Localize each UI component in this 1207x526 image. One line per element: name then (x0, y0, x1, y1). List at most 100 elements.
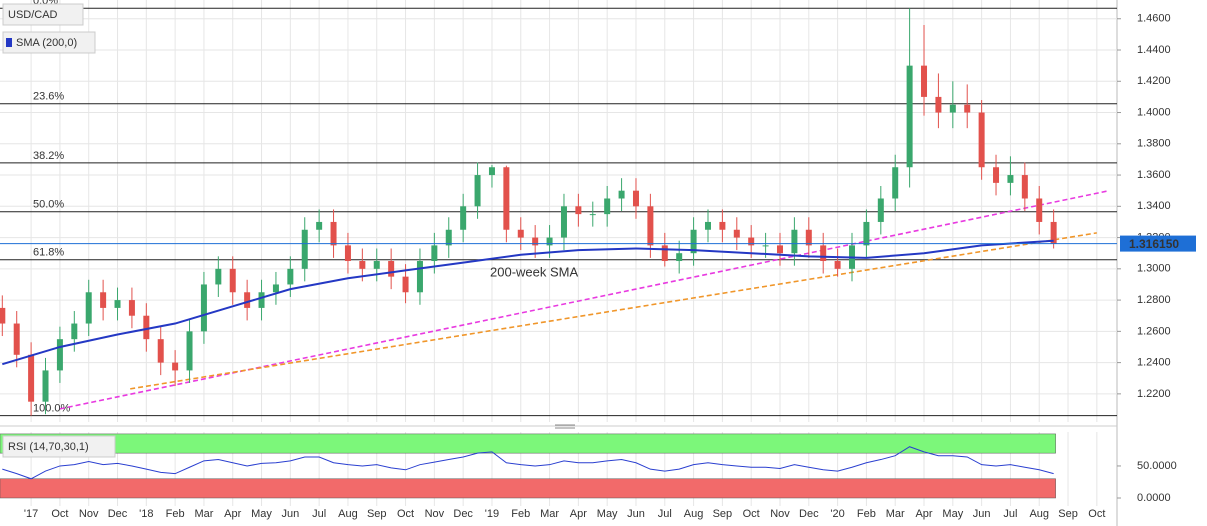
x-tick-label: Oct (1088, 508, 1105, 520)
sma-line (2, 239, 1054, 366)
fib-label: 61.8% (33, 247, 64, 259)
candle-body (877, 198, 884, 222)
x-tick-label: '19 (485, 508, 499, 520)
candle-body (344, 245, 351, 262)
x-tick-label: Feb (166, 508, 185, 520)
candle-body (1007, 175, 1014, 183)
candle-body (921, 65, 928, 97)
candle-body (546, 237, 553, 246)
x-tick-label: Jul (658, 508, 672, 520)
x-tick-label: Feb (857, 508, 876, 520)
candle-body (287, 268, 294, 285)
last-price-box (1120, 235, 1196, 252)
sma-box (2, 31, 96, 54)
candle-body (100, 292, 107, 308)
candle-body (28, 354, 35, 402)
candle-body (560, 206, 567, 238)
x-tick-label: Feb (511, 508, 530, 520)
candle-body (949, 104, 956, 113)
sma-annotation: 200-week SMA (490, 264, 578, 279)
candle-body (863, 221, 870, 246)
x-tick-label: Jun (281, 508, 299, 520)
candle-body (517, 229, 524, 238)
x-tick-label: Sep (1058, 508, 1078, 520)
candle-body (13, 323, 20, 355)
candle-body (416, 261, 423, 293)
candle-body (1050, 221, 1057, 244)
x-tick-label: Dec (108, 508, 128, 520)
candle-body (373, 261, 380, 269)
candle-body (215, 268, 222, 285)
title-box (2, 3, 84, 26)
candle-body (532, 237, 539, 246)
x-tick-label: Oct (743, 508, 760, 520)
candle-body (820, 245, 827, 262)
candle-body (964, 104, 971, 113)
legend-box: USD/CAD SMA (200,0) RSI (14,70,30,1) (2, 3, 116, 458)
candle-body (114, 300, 121, 308)
candle-body (935, 96, 942, 113)
candle-body (618, 190, 625, 199)
candle-body (805, 229, 812, 246)
x-tick-label: Nov (770, 508, 790, 520)
candle-body (0, 307, 6, 324)
candle-body (359, 261, 366, 269)
fib-label: 23.6% (33, 91, 64, 103)
rsi-line (2, 446, 1054, 480)
y-tick-label: 1.4400 (1137, 44, 1171, 56)
candle-body (719, 221, 726, 230)
y-tick-label: 1.2200 (1137, 388, 1171, 400)
candle-body (604, 198, 611, 215)
candle-body (661, 245, 668, 262)
x-tick-label: Aug (1029, 508, 1049, 520)
candle-body (229, 268, 236, 293)
candle-body (200, 284, 207, 332)
x-tick-label: Aug (338, 508, 358, 520)
candle-body (676, 253, 683, 262)
candle-body (906, 65, 913, 168)
candle-body (488, 167, 495, 176)
x-tick-label: Mar (194, 508, 213, 520)
x-tick-label: Oct (397, 508, 414, 520)
candle-body (993, 167, 1000, 183)
candle-body (474, 175, 481, 207)
rsi-zone (0, 478, 1056, 499)
candle-body (690, 229, 697, 254)
candle-body (157, 339, 164, 363)
candle-body (143, 315, 150, 340)
x-tick-label: Nov (425, 508, 445, 520)
candle-body (272, 284, 279, 293)
candle-body (128, 300, 135, 316)
candle-body (834, 261, 841, 269)
rsi-zone (0, 433, 1056, 454)
candle-body (575, 206, 582, 215)
x-tick-label: Mar (886, 508, 905, 520)
chart-title: USD/CAD (8, 9, 58, 21)
x-tick-label: Apr (915, 508, 932, 520)
candle-body (748, 237, 755, 246)
x-tick-label: Apr (224, 508, 241, 520)
price-panel (0, 0, 1117, 422)
candle-body (172, 362, 179, 371)
y-tick-label: 1.3000 (1137, 263, 1171, 275)
candle-body (978, 112, 985, 168)
candle-body (762, 245, 769, 247)
sma-name: SMA (200,0) (16, 37, 77, 49)
fib-label: 50.0% (33, 199, 64, 211)
x-tick-label: Nov (79, 508, 99, 520)
x-tick-label: '20 (830, 508, 844, 520)
last-price-label: 1.316150 (1129, 237, 1179, 251)
candle-body (71, 323, 78, 340)
x-tick-label: '17 (24, 508, 38, 520)
x-tick-label: May (942, 508, 963, 520)
y-tick-label: 1.2400 (1137, 357, 1171, 369)
candle-body (503, 167, 510, 230)
y-tick-label: 1.4600 (1137, 13, 1171, 25)
candle-body (1021, 175, 1028, 199)
candle-body (733, 229, 740, 238)
x-tick-label: Jul (1003, 508, 1017, 520)
candle-body (301, 229, 308, 269)
candle-body (316, 221, 323, 230)
x-tick-label: Mar (540, 508, 559, 520)
candle-body (42, 370, 49, 402)
